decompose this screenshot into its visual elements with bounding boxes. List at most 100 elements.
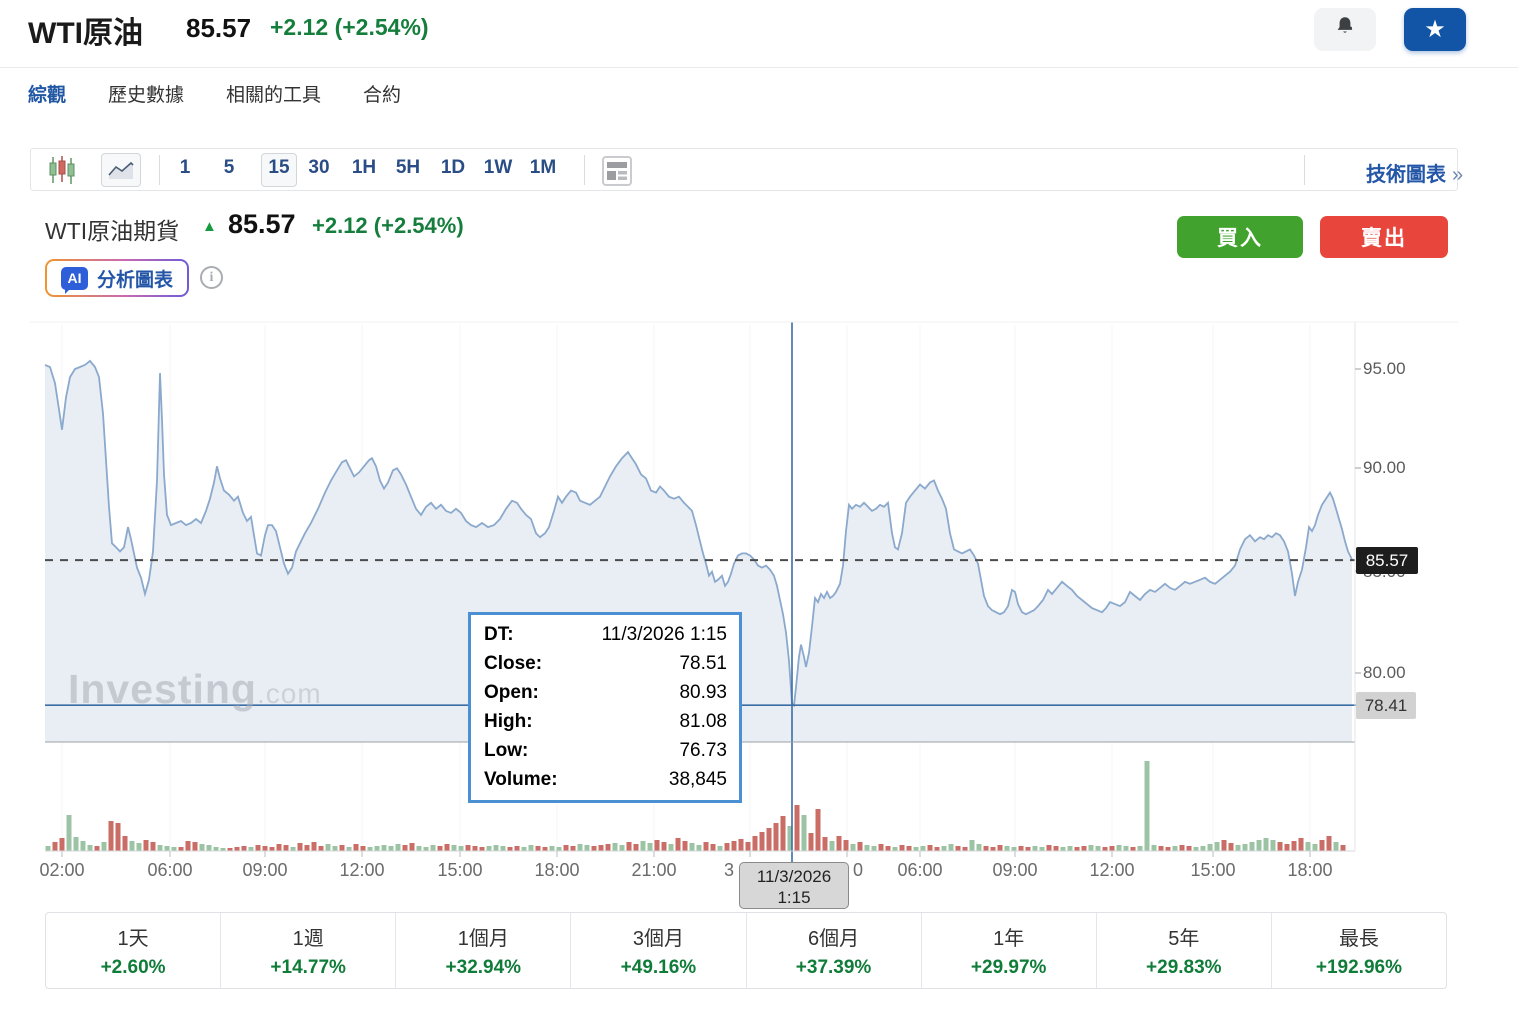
tooltip-label: Volume:: [484, 768, 558, 790]
perf-label: 1天: [117, 928, 149, 950]
perf-value: +29.97%: [970, 957, 1047, 978]
instrument-name: WTI原油期貨: [45, 218, 180, 244]
buy-button[interactable]: 買入: [1177, 216, 1303, 258]
watermark-brand: Investing: [68, 666, 257, 712]
x-axis-label: 18:00: [534, 860, 580, 880]
tab-historical-data[interactable]: 歷史數據: [108, 85, 185, 106]
perf-label: 1年: [993, 928, 1025, 950]
bell-plus-icon: [1332, 14, 1358, 45]
timeframe-15-selected-box: [261, 153, 297, 187]
add-to-watchlist-button[interactable]: ★: [1404, 8, 1466, 51]
tooltip-value: 38,845: [668, 768, 727, 790]
create-alert-button[interactable]: [1314, 8, 1376, 51]
timeframe-1m[interactable]: 1M: [529, 157, 557, 178]
header-change: +2.12 (+2.54%): [270, 14, 429, 40]
x-axis-label-partial: 3: [724, 860, 735, 880]
tooltip-value: 76.73: [679, 739, 727, 761]
timeframe-1[interactable]: 1: [179, 157, 191, 178]
timeframe-1d[interactable]: 1D: [440, 157, 466, 178]
perf-max[interactable]: 最長 +192.96%: [1270, 913, 1446, 988]
x-axis-label: 02:00: [39, 860, 85, 880]
crosshair-time: 1:15: [777, 888, 811, 907]
perf-value: +192.96%: [1315, 957, 1402, 978]
x-axis-label: 09:00: [992, 860, 1038, 880]
chevron-right-icon: »: [1452, 164, 1464, 186]
perf-value: +37.39%: [795, 957, 872, 978]
x-axis-label-partial: 0: [853, 860, 864, 880]
timeframe-1h[interactable]: 1H: [351, 157, 377, 178]
x-axis-label: 18:00: [1287, 860, 1333, 880]
tooltip-label: High:: [484, 710, 533, 732]
tooltip-value: 11/3/2026 1:15: [601, 624, 727, 646]
tab-contracts[interactable]: 合約: [363, 85, 402, 106]
perf-value: +29.83%: [1146, 957, 1222, 978]
perf-label: 3個月: [632, 928, 684, 950]
header-price: 85.57: [186, 13, 252, 43]
perf-6month[interactable]: 6個月 +37.39%: [745, 913, 921, 988]
perf-label: 最長: [1338, 928, 1379, 950]
x-axis-label: 15:00: [1190, 860, 1236, 880]
instrument-price: 85.57: [228, 209, 296, 239]
perf-1day[interactable]: 1天 +2.60%: [46, 913, 220, 988]
tooltip-label: Close:: [484, 653, 543, 675]
tooltip-label: DT:: [484, 624, 514, 646]
info-icon[interactable]: i: [200, 266, 223, 289]
timeframe-30[interactable]: 30: [308, 157, 330, 178]
y-axis-label: 95.00: [1363, 359, 1406, 378]
section-tabs: 綜觀 歷史數據 相關的工具 合約: [28, 80, 401, 107]
page-title: WTI原油: [28, 17, 143, 50]
ai-analyze-chart-button[interactable]: AI 分析圖表: [45, 259, 190, 297]
perf-value: +49.16%: [620, 957, 697, 978]
watermark-suffix: .com: [256, 678, 322, 709]
tab-overview[interactable]: 綜觀: [28, 85, 67, 106]
y-axis-label: 80.00: [1363, 663, 1406, 682]
perf-value: +2.60%: [100, 957, 166, 978]
x-axis-label: 15:00: [437, 860, 483, 880]
area-chart-icon[interactable]: [101, 153, 141, 187]
toolbar-separator: [584, 155, 585, 185]
timeframe-5[interactable]: 5: [223, 157, 235, 178]
perf-label: 6個月: [808, 928, 860, 950]
perf-value: +32.94%: [445, 957, 522, 978]
perf-1month[interactable]: 1個月 +32.94%: [395, 913, 570, 988]
toolbar-separator: [1304, 155, 1305, 185]
x-axis-label: 12:00: [1089, 860, 1135, 880]
candlestick-chart-icon[interactable]: [47, 155, 77, 190]
x-axis-label: 12:00: [339, 860, 385, 880]
tooltip-value: 81.08: [679, 710, 727, 732]
tooltip-value: 78.51: [679, 653, 727, 675]
perf-label: 5年: [1168, 928, 1200, 950]
instrument-change: +2.12 (+2.54%): [312, 213, 464, 238]
perf-5year[interactable]: 5年 +29.83%: [1095, 913, 1271, 988]
timeframe-15[interactable]: 15: [268, 157, 290, 178]
ai-analyze-label: 分析圖表: [97, 269, 174, 291]
sell-button[interactable]: 賣出: [1320, 216, 1448, 258]
star-icon: ★: [1424, 15, 1446, 43]
tooltip-value: 80.93: [679, 682, 727, 704]
perf-label: 1週: [292, 928, 324, 950]
header-divider: [0, 67, 1518, 68]
perf-1week[interactable]: 1週 +14.77%: [220, 913, 395, 988]
timeframe-5h[interactable]: 5H: [395, 157, 421, 178]
x-axis-label: 06:00: [147, 860, 193, 880]
technical-chart-link[interactable]: 技術圖表 »: [1366, 158, 1463, 187]
current-price-tag: 85.57: [1356, 547, 1418, 574]
technical-chart-label: 技術圖表: [1366, 164, 1446, 186]
news-panel-icon[interactable]: [599, 153, 635, 194]
investing-watermark: Investing.com: [68, 666, 322, 713]
perf-value: +14.77%: [270, 957, 346, 978]
x-axis-label: 06:00: [897, 860, 943, 880]
y-axis-label: 90.00: [1363, 458, 1406, 477]
perf-label: 1個月: [457, 928, 509, 950]
tab-related-tools[interactable]: 相關的工具: [226, 85, 322, 106]
x-axis-label: 21:00: [631, 860, 677, 880]
timeframe-1w[interactable]: 1W: [483, 157, 513, 178]
perf-1year[interactable]: 1年 +29.97%: [920, 913, 1096, 988]
x-axis-label: 09:00: [242, 860, 288, 880]
up-arrow-icon: ▲: [202, 218, 217, 235]
tooltip-label: Open:: [484, 682, 539, 704]
tooltip-label: Low:: [484, 739, 529, 761]
perf-3month[interactable]: 3個月 +49.16%: [570, 913, 745, 988]
